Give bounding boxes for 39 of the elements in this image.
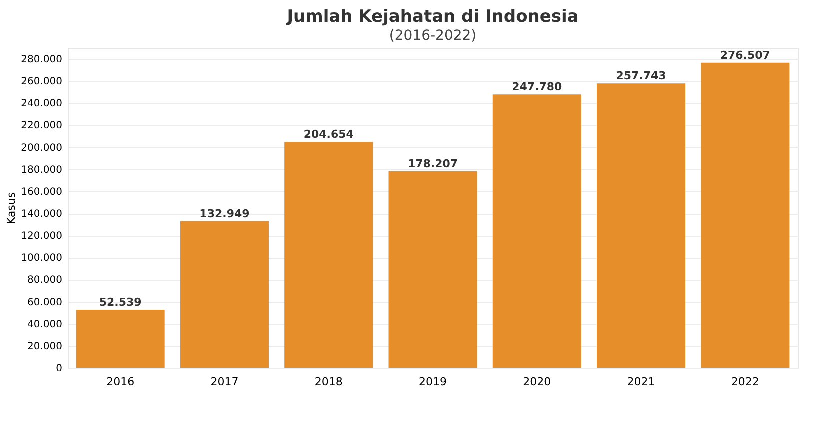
y-tick-label: 120.000 bbox=[21, 231, 62, 242]
y-tick-label: 180.000 bbox=[21, 164, 62, 176]
x-tick-label: 2017 bbox=[210, 376, 239, 388]
y-tick-label: 160.000 bbox=[21, 186, 62, 198]
y-tick-label: 100.000 bbox=[21, 253, 62, 264]
y-tick-label: 260.000 bbox=[21, 76, 62, 88]
x-tick-label: 2021 bbox=[627, 376, 656, 388]
x-tick-label: 2018 bbox=[314, 376, 343, 388]
bar bbox=[597, 84, 686, 368]
bar bbox=[388, 171, 478, 368]
bar bbox=[701, 62, 790, 368]
x-tick-label: 2022 bbox=[731, 376, 760, 388]
bar bbox=[180, 221, 269, 368]
y-tick-label: 140.000 bbox=[21, 209, 62, 220]
chart-subtitle: (2016-2022) bbox=[389, 28, 477, 44]
y-axis-title: Kasus bbox=[5, 192, 18, 225]
x-tick-label: 2016 bbox=[106, 376, 135, 388]
y-tick-label: 80.000 bbox=[28, 275, 62, 286]
data-label: 247.780 bbox=[512, 80, 563, 94]
y-tick-label: 220.000 bbox=[21, 120, 62, 132]
data-label: 132.949 bbox=[200, 207, 250, 220]
y-tick-label: 280.000 bbox=[21, 54, 62, 66]
data-label: 52.539 bbox=[99, 296, 142, 310]
y-tick-label: 60.000 bbox=[28, 297, 62, 308]
data-label: 178.207 bbox=[408, 157, 458, 170]
data-label: 204.654 bbox=[304, 128, 354, 142]
chart-title: Jumlah Kejahatan di Indonesia bbox=[286, 7, 579, 27]
y-tick-label: 240.000 bbox=[21, 98, 62, 110]
bar bbox=[284, 142, 374, 368]
y-tick-label: 40.000 bbox=[28, 319, 62, 330]
x-tick-label: 2020 bbox=[523, 376, 552, 388]
y-tick-label: 0 bbox=[56, 364, 62, 374]
y-tick-label: 20.000 bbox=[28, 341, 62, 352]
bar bbox=[76, 310, 165, 368]
x-tick-label: 2019 bbox=[419, 376, 447, 388]
data-label: 276.507 bbox=[720, 48, 770, 62]
data-label: 257.743 bbox=[616, 70, 666, 83]
y-tick-label: 200.000 bbox=[21, 142, 62, 154]
bar bbox=[492, 94, 582, 368]
